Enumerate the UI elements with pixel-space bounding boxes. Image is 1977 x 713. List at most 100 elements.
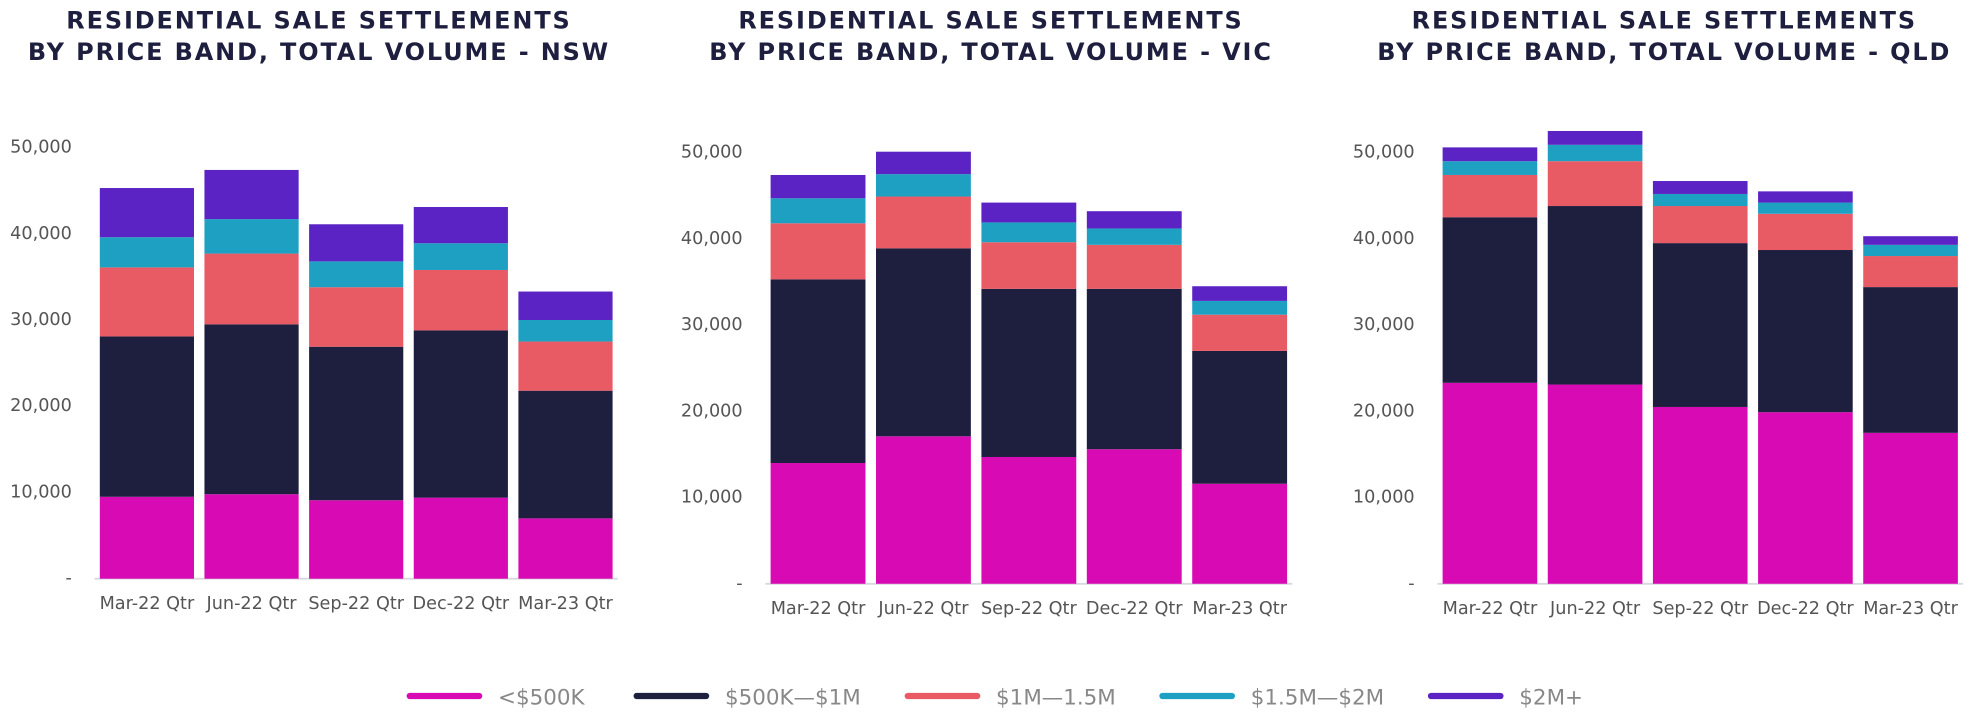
bar-segment [770,223,866,280]
bar-segment [1547,161,1643,207]
chart-title: RESIDENTIAL SALE SETTLEMENTS [1412,6,1917,34]
bar-segment [1758,250,1853,413]
y-tick-label: 50,000 [10,138,72,158]
bar-segment [309,500,404,579]
bar-segment [1442,382,1538,584]
y-tick-label: 20,000 [10,396,72,416]
bar-segment [1863,236,1958,245]
bar-segment [1758,202,1853,214]
bar-segment [981,456,1077,584]
bar-segment [1086,288,1182,450]
bar-segment [413,497,508,579]
bar-segment [518,291,613,320]
bar-segment [770,198,866,224]
bar-segment [1442,174,1538,218]
bar-segment [1652,243,1748,407]
bar-segment [1652,193,1748,207]
bar-segment [1547,131,1643,145]
bar-segment [1547,384,1643,584]
bar-segment [1863,256,1958,288]
y-tick-label: 50,000 [681,143,743,163]
bar-segment [1863,432,1958,584]
y-tick-label: 40,000 [681,229,743,249]
x-tick-label: Mar-23 Qtr [1863,599,1958,619]
y-tick-label: 10,000 [10,482,72,502]
bar-segment [1442,147,1538,162]
x-tick-label: Sep-22 Qtr [308,594,404,614]
y-tick-label: 20,000 [681,401,743,421]
x-tick-label: Sep-22 Qtr [1652,599,1748,619]
x-tick-label: Mar-22 Qtr [1443,599,1538,619]
bar-segment [1086,228,1182,245]
bar-segment [518,518,613,579]
chart-title: RESIDENTIAL SALE SETTLEMENTS [66,6,571,34]
bar-segment [309,287,404,347]
y-tick-label: - [66,569,72,589]
bar-segment [309,261,404,288]
y-tick-label: 40,000 [1353,229,1415,249]
bar-segment [99,496,194,579]
x-tick-label: Jun-22 Qtr [206,594,298,614]
bar-segment [876,436,971,584]
y-tick-label: 40,000 [10,224,72,244]
bar-segment [981,288,1077,457]
y-tick-label: 50,000 [1353,143,1415,163]
bar-segment [981,242,1077,289]
y-tick-label: 30,000 [1353,315,1415,335]
x-tick-label: Mar-23 Qtr [518,594,613,614]
bar-segment [413,330,508,498]
x-tick-label: Dec-22 Qtr [413,594,510,614]
bar-segment [1192,350,1288,484]
bar-segment [1863,244,1958,257]
bar-segment [1442,217,1538,383]
bar-segment [518,341,613,391]
chart-title: BY PRICE BAND, TOTAL VOLUME - NSW [28,38,610,66]
bar-segment [413,243,508,270]
x-tick-label: Dec-22 Qtr [1086,599,1183,619]
bar-segment [1652,181,1748,194]
bar-segment [876,151,971,175]
y-tick-label: 30,000 [681,315,743,335]
bar-segment [518,390,613,519]
bar-segment [99,267,194,337]
bar-segment [204,169,299,220]
bar-segment [876,174,971,197]
x-tick-label: Mar-22 Qtr [100,594,195,614]
y-tick-label: - [736,574,742,594]
bar-segment [876,196,971,249]
bar-segment [1652,206,1748,244]
y-tick-label: 20,000 [1353,401,1415,421]
bar-segment [518,319,613,342]
bar-segment [99,336,194,497]
x-tick-label: Jun-22 Qtr [877,599,969,619]
bar-segment [1758,191,1853,203]
bar-segment [876,248,971,437]
x-tick-label: Jun-22 Qtr [1549,599,1641,619]
legend-label: $2M+ [1519,686,1583,711]
chart-title: BY PRICE BAND, TOTAL VOLUME - VIC [709,38,1273,66]
chart-title: BY PRICE BAND, TOTAL VOLUME - QLD [1377,38,1951,66]
bar-segment [1758,412,1853,584]
bar-segment [1758,213,1853,251]
bar-segment [1547,144,1643,162]
x-tick-label: Dec-22 Qtr [1757,599,1854,619]
bar-segment [1442,161,1538,175]
x-tick-label: Mar-22 Qtr [771,599,866,619]
bar-segment [309,346,404,501]
bar-segment [99,237,194,268]
bar-segment [770,174,866,199]
bar-segment [204,253,299,325]
bar-segment [1547,206,1643,385]
bar-segment [204,494,299,579]
bar-segment [1652,406,1748,584]
bar-segment [204,219,299,254]
bar-segment [99,188,194,238]
legend-label: $1M—1.5M [996,686,1116,711]
bar-segment [1192,286,1288,301]
bar-segment [1192,483,1288,584]
bar-segment [309,224,404,262]
bar-segment [1086,211,1182,229]
chart-title: RESIDENTIAL SALE SETTLEMENTS [738,6,1243,34]
legend-label: $500K—$1M [725,686,861,711]
